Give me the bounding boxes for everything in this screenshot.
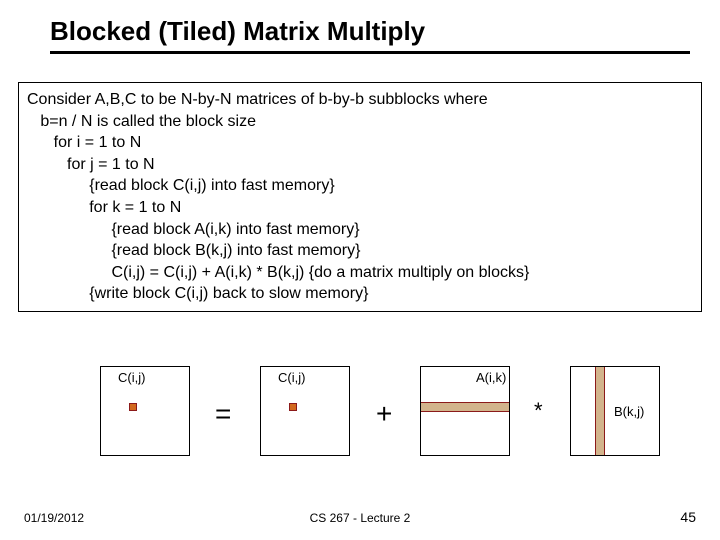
star-op: * xyxy=(534,398,543,424)
matrix-label: B(k,j) xyxy=(614,404,644,419)
code-line: for i = 1 to N xyxy=(27,132,693,154)
matrix-label: A(i,k) xyxy=(476,370,506,385)
code-line: for k = 1 to N xyxy=(27,197,693,219)
matrix-label: C(i,j) xyxy=(278,370,305,385)
code-line: {read block B(k,j) into fast memory} xyxy=(27,240,693,262)
equals-op: = xyxy=(215,398,231,430)
block-icon xyxy=(289,403,297,411)
code-line: for j = 1 to N xyxy=(27,154,693,176)
col-stripe xyxy=(595,367,605,455)
code-line: {read block A(i,k) into fast memory} xyxy=(27,219,693,241)
code-line: {write block C(i,j) back to slow memory} xyxy=(27,283,693,305)
plus-op: + xyxy=(376,398,392,430)
code-line: C(i,j) = C(i,j) + A(i,k) * B(k,j) {do a … xyxy=(27,262,693,284)
block-icon xyxy=(129,403,137,411)
code-line: {read block C(i,j) into fast memory} xyxy=(27,175,693,197)
footer-page: 45 xyxy=(680,509,696,525)
diagram-area: C(i,j) = C(i,j) + A(i,k) * B(k,j) xyxy=(0,356,720,496)
slide-title: Blocked (Tiled) Matrix Multiply xyxy=(50,16,690,54)
code-line: b=n / N is called the block size xyxy=(27,111,693,133)
footer-center: CS 267 - Lecture 2 xyxy=(0,511,720,525)
code-line: Consider A,B,C to be N-by-N matrices of … xyxy=(27,89,693,111)
row-stripe xyxy=(421,402,509,412)
matrix-label: C(i,j) xyxy=(118,370,145,385)
algorithm-box: Consider A,B,C to be N-by-N matrices of … xyxy=(18,82,702,312)
